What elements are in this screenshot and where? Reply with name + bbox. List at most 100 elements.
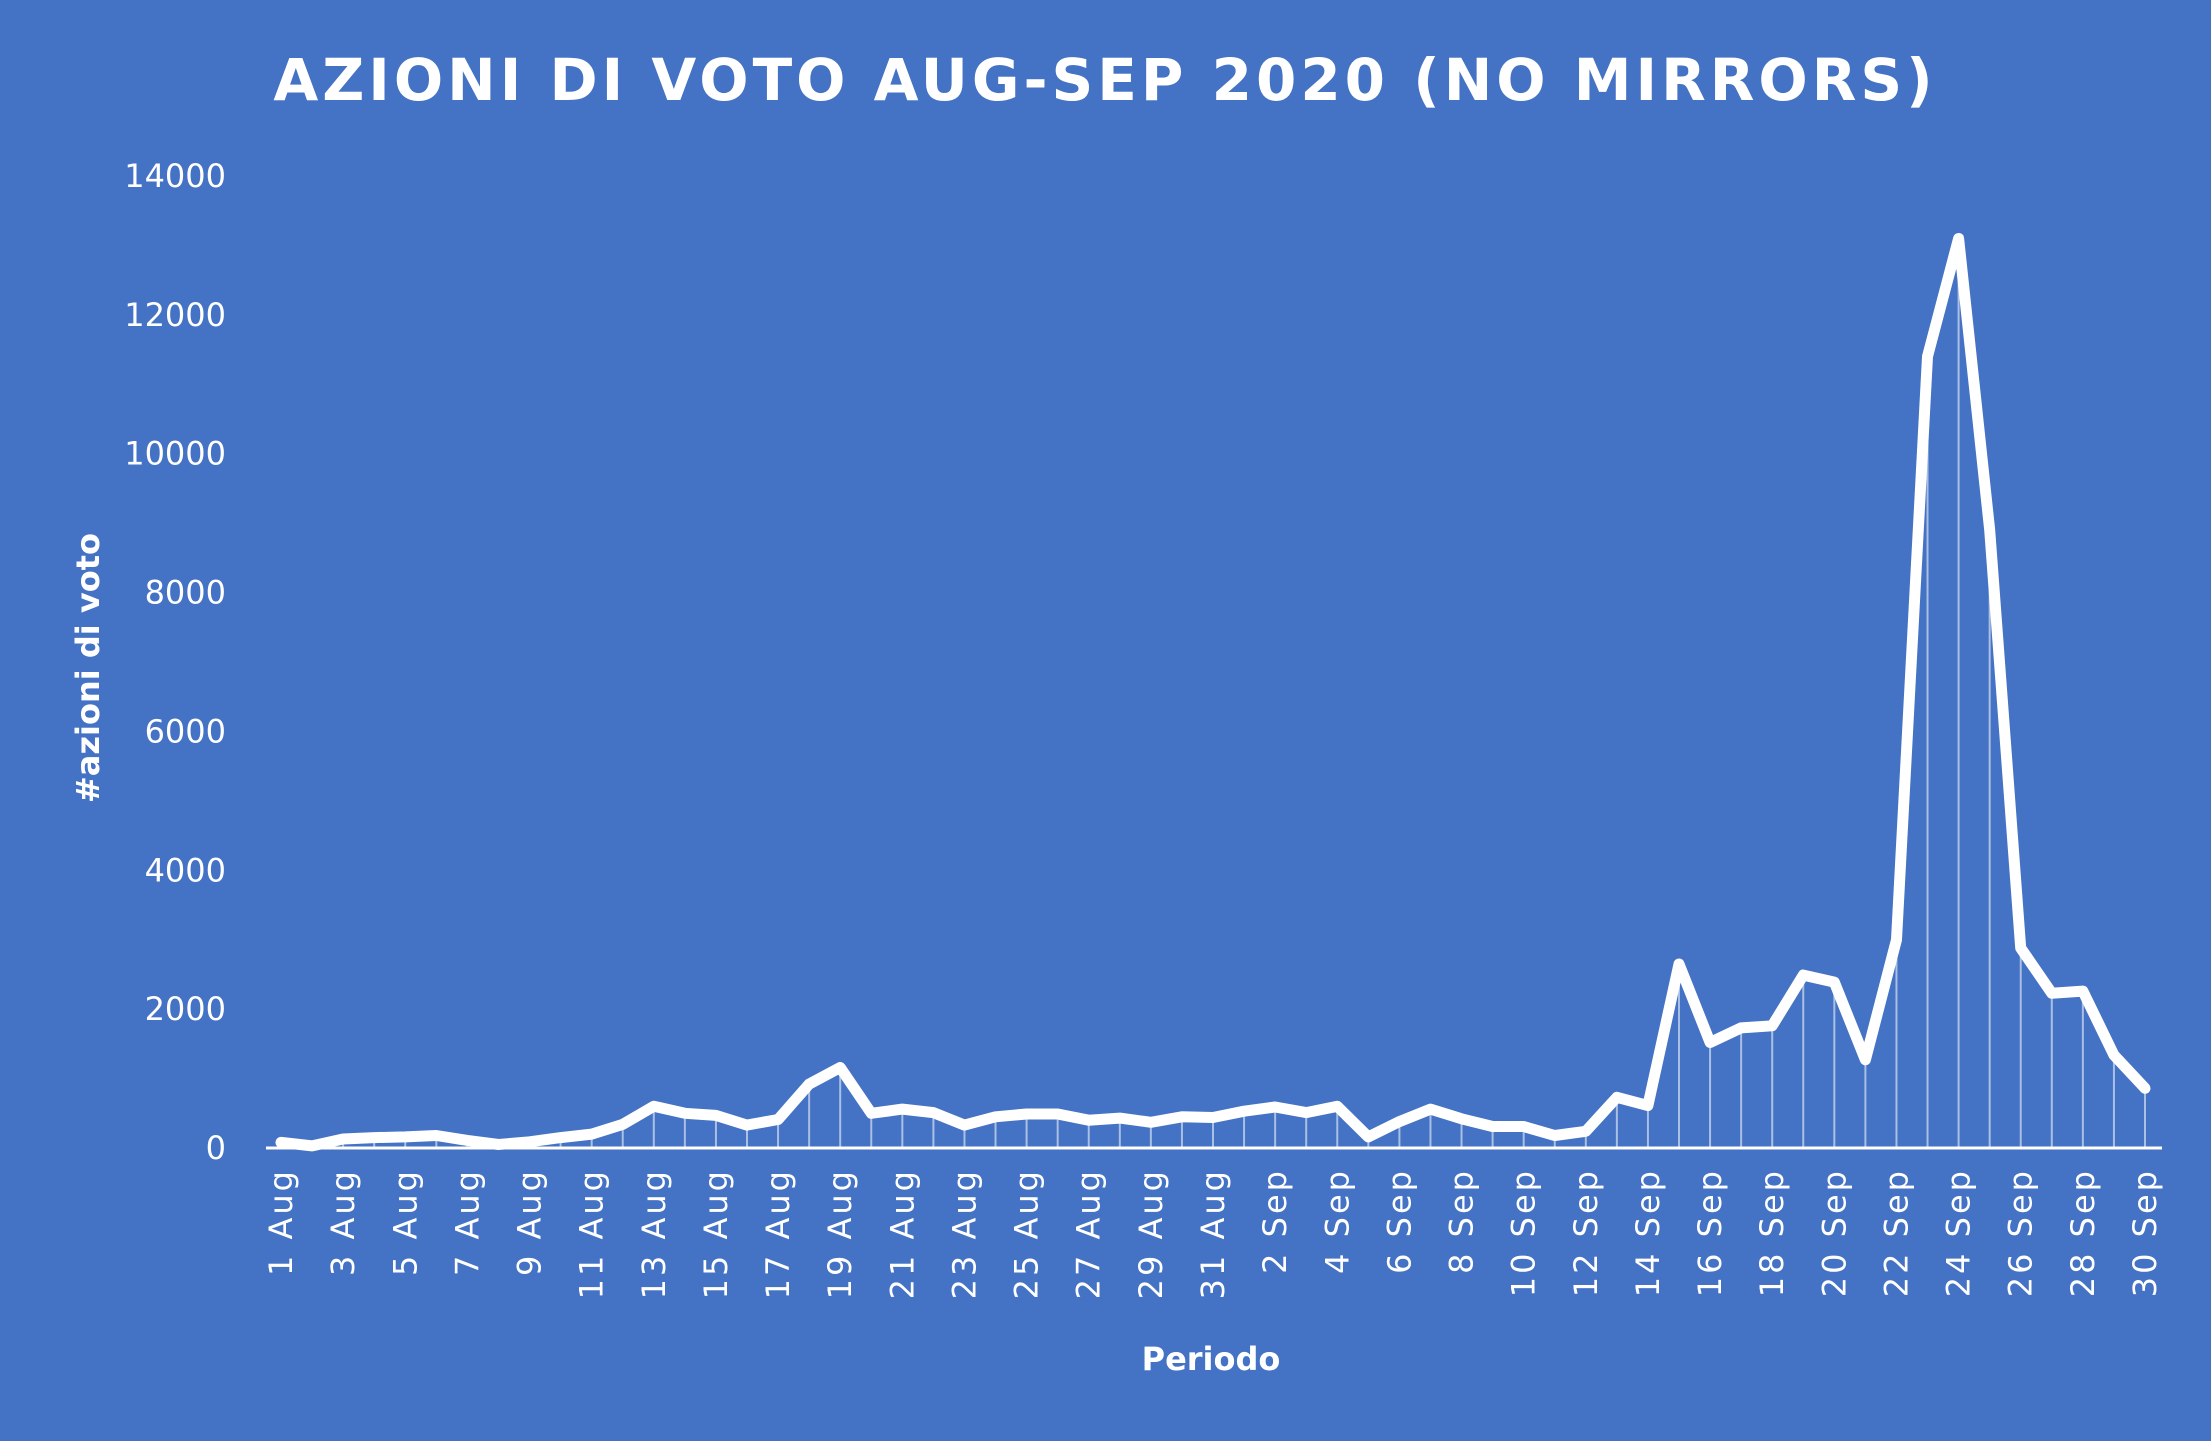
data-point [1799, 971, 1808, 980]
x-tick-label: 30 Sep [2126, 1168, 2164, 1297]
x-tick-label: 19 Aug [821, 1168, 859, 1299]
drop-lines [280, 238, 2146, 1148]
data-point [774, 1115, 783, 1124]
x-tick-label: 26 Sep [2002, 1168, 2040, 1297]
data-point [1519, 1122, 1528, 1131]
data-point [929, 1108, 938, 1117]
x-tick-label: 12 Sep [1567, 1168, 1605, 1297]
data-point [991, 1112, 1000, 1121]
data-point [1333, 1102, 1342, 1111]
x-tick-label: 10 Sep [1505, 1168, 1543, 1297]
data-point [525, 1137, 534, 1146]
x-tick-label: 28 Sep [2064, 1168, 2102, 1297]
x-tick-label: 29 Aug [1132, 1168, 1170, 1299]
y-tick-label: 2000 [145, 990, 226, 1028]
x-tick-label: 11 Aug [573, 1168, 611, 1299]
data-point [711, 1111, 720, 1120]
data-point [1053, 1109, 1062, 1118]
data-point [1581, 1127, 1590, 1136]
x-tick-label: 13 Aug [635, 1168, 673, 1299]
data-point [2016, 944, 2025, 953]
x-tick-label: 17 Aug [759, 1168, 797, 1299]
data-point [1302, 1108, 1311, 1117]
x-tick-label: 25 Aug [1008, 1168, 1046, 1299]
data-point [1084, 1116, 1093, 1125]
x-tick-label: 7 Aug [448, 1168, 486, 1276]
data-point [587, 1130, 596, 1139]
data-point [960, 1121, 969, 1130]
data-point [401, 1132, 410, 1141]
x-tick-label: 1 Aug [262, 1168, 300, 1276]
data-point [1209, 1113, 1217, 1122]
data-point [1737, 1023, 1746, 1032]
data-point [1550, 1131, 1559, 1140]
chart-title: AZIONI DI VOTO AUG-SEP 2020 (NO MIRRORS) [273, 46, 1936, 114]
x-tick-label: 21 Aug [883, 1168, 921, 1299]
data-point [2109, 1050, 2118, 1059]
data-point [2078, 987, 2087, 996]
x-tick-label: 18 Sep [1753, 1168, 1791, 1297]
data-point [1488, 1122, 1497, 1131]
data-point [1271, 1103, 1280, 1112]
x-tick-label: 5 Aug [386, 1168, 424, 1276]
data-point [277, 1138, 285, 1147]
data-point [1954, 234, 1963, 243]
data-point [2047, 989, 2056, 998]
data-point [1177, 1112, 1186, 1121]
x-tick-labels: 1 Aug 3 Aug 5 Aug 7 Aug 9 Aug 11 Aug 13 Aug 15 … [262, 1168, 2164, 1299]
data-point [2141, 1084, 2149, 1093]
data-point [432, 1131, 441, 1140]
x-tick-label: 22 Sep [1877, 1168, 1915, 1297]
data-point [1457, 1114, 1466, 1123]
y-tick-label: 12000 [124, 296, 226, 334]
y-tick-label: 6000 [145, 712, 226, 750]
data-point [898, 1105, 907, 1114]
x-tick-label: 16 Sep [1691, 1168, 1729, 1297]
data-point [463, 1136, 472, 1145]
x-tick-label: 9 Aug [511, 1168, 549, 1276]
data-point [1643, 1101, 1652, 1110]
x-tick-label: 23 Aug [945, 1168, 983, 1299]
y-axis-title: #azioni di voto [69, 533, 107, 803]
data-point [805, 1080, 814, 1089]
data-points [277, 234, 2149, 1150]
data-point [1115, 1114, 1124, 1123]
x-tick-label: 31 Aug [1194, 1168, 1232, 1299]
data-point [867, 1109, 876, 1118]
y-tick-label: 4000 [145, 851, 226, 889]
data-point [1675, 960, 1683, 969]
x-tick-label: 3 Aug [324, 1168, 362, 1276]
data-point [1146, 1118, 1155, 1127]
data-point [836, 1063, 845, 1072]
data-point [1706, 1038, 1715, 1047]
data-point [1830, 978, 1839, 987]
data-point [743, 1121, 751, 1130]
data-point [618, 1120, 627, 1129]
x-tick-label: 20 Sep [1815, 1168, 1853, 1297]
x-tick-label: 27 Aug [1070, 1168, 1108, 1299]
y-tick-label: 10000 [124, 435, 226, 473]
data-point [1240, 1107, 1249, 1116]
x-tick-label: 14 Sep [1629, 1168, 1667, 1297]
data-point [1892, 935, 1901, 944]
data-point [308, 1141, 317, 1150]
y-tick-label: 8000 [145, 574, 226, 612]
y-tick-label: 14000 [124, 157, 226, 195]
x-tick-label: 6 Sep [1380, 1168, 1418, 1274]
data-point [1923, 352, 1932, 361]
data-point [370, 1133, 379, 1142]
x-tick-label: 2 Sep [1256, 1168, 1294, 1274]
data-point [1768, 1021, 1777, 1030]
data-point [1985, 526, 1994, 535]
data-point [1861, 1055, 1870, 1064]
data-point [680, 1109, 689, 1118]
x-tick-label: 4 Sep [1318, 1168, 1356, 1274]
data-point [1612, 1093, 1621, 1102]
data-point [339, 1134, 348, 1143]
x-axis-title: Periodo [1142, 1340, 1281, 1378]
data-point [649, 1102, 658, 1111]
data-point [494, 1140, 503, 1149]
data-point [1022, 1109, 1031, 1118]
